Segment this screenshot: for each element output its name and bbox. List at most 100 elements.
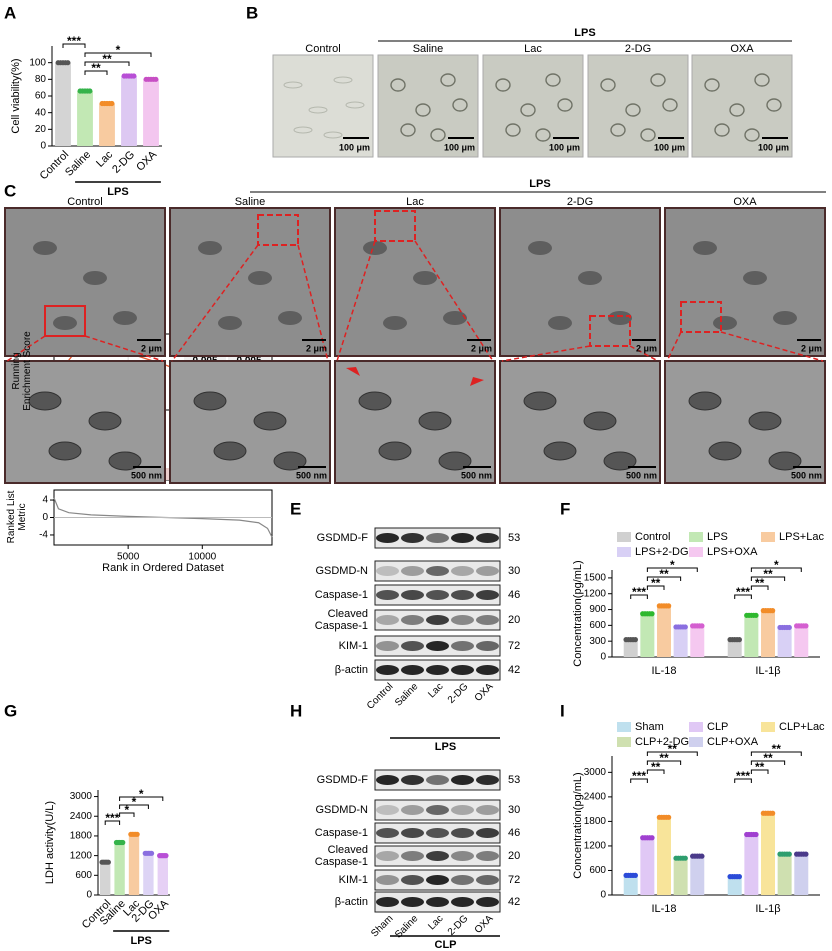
legend-swatch bbox=[689, 532, 703, 542]
molecular-weight: 20 bbox=[508, 614, 520, 626]
blot-band bbox=[426, 851, 449, 861]
sig-bracket bbox=[646, 760, 682, 765]
replicate-dot bbox=[649, 835, 655, 841]
replicate-dot bbox=[666, 603, 672, 609]
sig-label: * bbox=[124, 803, 129, 817]
bar bbox=[744, 834, 759, 895]
blot-band bbox=[401, 851, 424, 861]
blot-band bbox=[376, 590, 399, 600]
tem-image bbox=[664, 360, 826, 484]
y-tick-label: 1200 bbox=[70, 850, 93, 861]
organelle bbox=[713, 316, 737, 330]
panel-letter: I bbox=[560, 701, 565, 720]
sig-bracket bbox=[750, 751, 802, 756]
bar bbox=[690, 856, 705, 895]
bar bbox=[640, 613, 655, 657]
replicate-dot bbox=[803, 851, 809, 857]
panel-letter: C bbox=[4, 181, 16, 200]
blot-band bbox=[376, 566, 399, 576]
cell bbox=[662, 98, 678, 112]
sig-bracket bbox=[734, 778, 752, 783]
molecular-weight: 72 bbox=[508, 874, 520, 886]
legend-label: LPS bbox=[707, 531, 728, 543]
legend-swatch bbox=[689, 547, 703, 557]
bar bbox=[157, 855, 168, 895]
sig-bracket bbox=[62, 43, 86, 48]
zoom-box bbox=[680, 301, 722, 333]
organelle bbox=[688, 391, 722, 411]
cell bbox=[704, 78, 720, 92]
legend-label: Control bbox=[635, 531, 670, 543]
sig-label: ** bbox=[755, 760, 765, 774]
blot-band bbox=[476, 828, 499, 838]
blot-band bbox=[376, 828, 399, 838]
sig-label: * bbox=[132, 795, 137, 809]
organelle bbox=[443, 311, 467, 325]
blot-band bbox=[401, 615, 424, 625]
cell bbox=[390, 78, 406, 92]
scale-label: 100 μm bbox=[339, 142, 370, 152]
sig-label: ** bbox=[91, 61, 101, 75]
scale-label: 500 nm bbox=[626, 470, 657, 480]
bar bbox=[128, 834, 140, 895]
y-tick-label: 900 bbox=[589, 604, 606, 615]
scale-label: 2 μm bbox=[306, 343, 327, 353]
row-label: GSDMD-N bbox=[315, 804, 368, 816]
bar bbox=[761, 813, 775, 895]
cell bbox=[754, 73, 770, 87]
blot-band bbox=[451, 897, 474, 907]
sig-bracket bbox=[119, 812, 135, 817]
y-tick-label: 100 bbox=[29, 57, 46, 68]
organelle bbox=[253, 411, 287, 431]
bar bbox=[77, 91, 93, 146]
blot-band bbox=[451, 665, 474, 675]
x-tick-label: IL-1β bbox=[755, 665, 780, 677]
bar bbox=[657, 605, 671, 657]
lane-label: OXA bbox=[473, 681, 496, 704]
cell bbox=[505, 123, 521, 137]
replicate-dot bbox=[786, 851, 792, 857]
x-tick-label: 5000 bbox=[117, 552, 140, 563]
y-axis-label: Cell viability(%) bbox=[10, 58, 22, 133]
blot-band bbox=[426, 590, 449, 600]
bar bbox=[777, 627, 792, 657]
replicate-dot bbox=[120, 839, 126, 846]
scale-label: 2 μm bbox=[801, 343, 822, 353]
replicate-dot bbox=[131, 73, 137, 79]
molecular-weight: 42 bbox=[508, 896, 520, 908]
sig-bracket bbox=[750, 585, 769, 590]
scale-label: 500 nm bbox=[131, 470, 162, 480]
molecular-weight: 46 bbox=[508, 589, 520, 601]
legend-swatch bbox=[761, 532, 775, 542]
cell bbox=[545, 73, 561, 87]
tem-image bbox=[499, 360, 661, 484]
organelle bbox=[363, 241, 387, 255]
sig-label: * bbox=[670, 558, 675, 572]
y-tick-label: 3000 bbox=[70, 791, 93, 802]
replicate-dot bbox=[666, 814, 672, 820]
organelle bbox=[378, 441, 412, 461]
blot-band bbox=[401, 897, 424, 907]
replicate-dot bbox=[134, 831, 140, 837]
cell bbox=[323, 131, 343, 139]
sig-bracket bbox=[750, 567, 802, 572]
blot-band bbox=[376, 875, 399, 885]
blot-band bbox=[451, 641, 474, 651]
legend-swatch bbox=[617, 737, 631, 747]
blot-band bbox=[476, 533, 499, 543]
organelle bbox=[413, 271, 437, 285]
replicate-dot bbox=[148, 850, 155, 856]
sig-label: ** bbox=[763, 751, 773, 765]
cell bbox=[535, 128, 551, 142]
x-tick-label: Saline bbox=[63, 149, 93, 179]
sig-bracket bbox=[104, 820, 121, 825]
zoom-line bbox=[336, 240, 376, 362]
lane-label: Control bbox=[365, 681, 396, 712]
replicate-dot bbox=[632, 637, 638, 643]
legend-label: LPS+2-DG bbox=[635, 546, 689, 558]
zoom-line bbox=[171, 244, 259, 362]
blot-band bbox=[376, 851, 399, 861]
row-label: Cleaved Caspase-1 bbox=[314, 844, 368, 868]
tem-image bbox=[334, 360, 496, 484]
